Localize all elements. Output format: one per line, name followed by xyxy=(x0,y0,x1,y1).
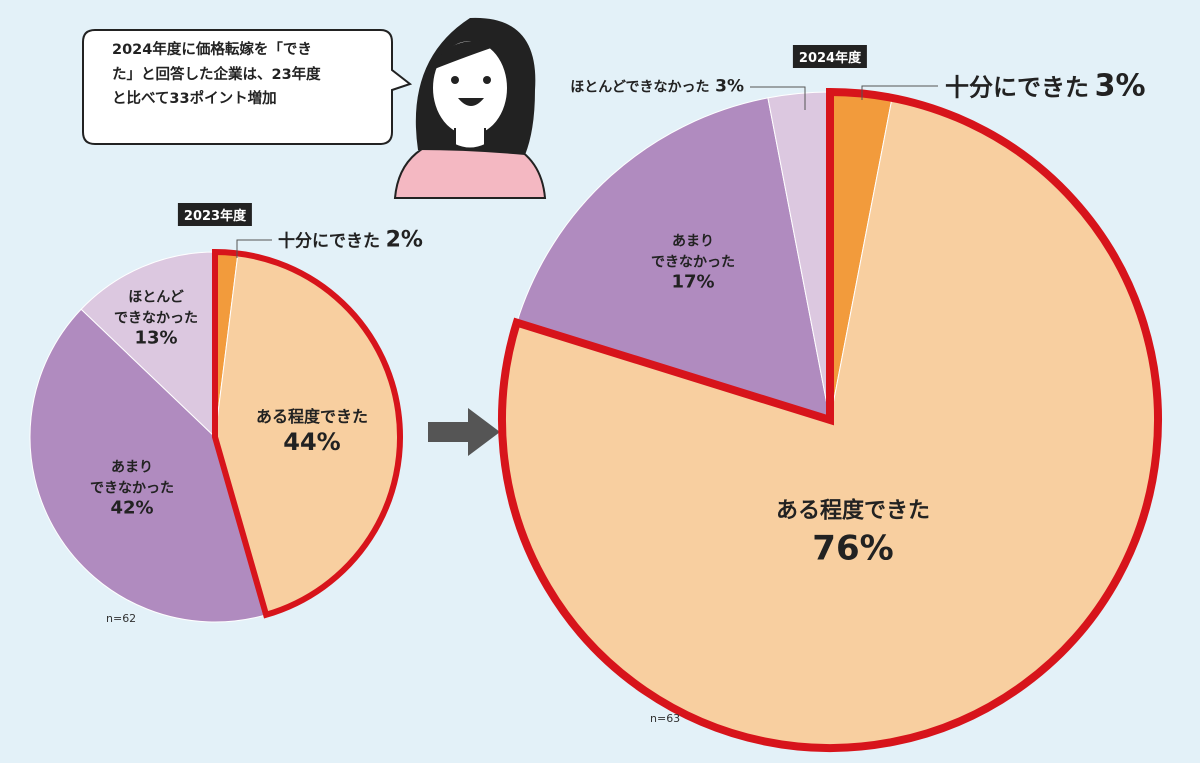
value-label: 13% xyxy=(134,327,178,349)
value-label: 44% xyxy=(283,428,341,456)
slice-label: あまり できなかった 42% xyxy=(90,456,174,520)
value-label: 76% xyxy=(812,527,894,568)
value-label: 3% xyxy=(715,76,744,97)
category-label: あまり できなかった xyxy=(651,233,735,270)
person-illustration xyxy=(393,17,547,199)
highlight-outline xyxy=(498,87,1162,752)
slice-label: ほとんど できなかった 13% xyxy=(114,286,198,350)
callout-text: 2024年度に価格転嫁を「でき た」と回答した企業は、23年度 と比べて33ポイ… xyxy=(112,42,321,108)
category-label: ある程度できた xyxy=(255,407,369,426)
category-label: あまり できなかった xyxy=(90,459,174,496)
category-label: ほとんどできなかった xyxy=(570,79,710,96)
chart-title: 2023年度 xyxy=(177,203,253,226)
leader-line xyxy=(750,86,806,110)
sample-size-note: n=62 xyxy=(106,612,137,625)
speech-bubble xyxy=(82,29,413,145)
value-label: 3% xyxy=(1094,68,1146,104)
value-label: 17% xyxy=(671,271,715,293)
pie-slice xyxy=(80,251,216,439)
slice-label: 十分にできた 2% xyxy=(278,226,423,254)
slice-label: 十分にできた 3% xyxy=(945,67,1146,105)
slice-label: ほとんどできなかった 3% xyxy=(570,76,744,97)
arrow xyxy=(428,408,500,456)
pie-slice xyxy=(29,308,267,623)
pie-slice xyxy=(516,97,831,421)
category-label: 十分にできた xyxy=(278,231,380,252)
slice-label: ある程度できた 44% xyxy=(256,407,368,457)
leader-line xyxy=(861,85,938,100)
value-label: 2% xyxy=(385,227,423,253)
category-label: 十分にできた xyxy=(945,73,1089,102)
category-label: ある程度できた xyxy=(775,498,931,524)
slice-label: ある程度できた 76% xyxy=(776,497,930,572)
leader-line xyxy=(236,239,272,258)
value-label: 42% xyxy=(110,497,154,519)
category-label: ほとんど できなかった xyxy=(114,289,198,326)
sample-size-note: n=63 xyxy=(650,712,681,725)
highlight-outline xyxy=(212,248,403,619)
slice-label: あまり できなかった 17% xyxy=(651,230,735,294)
chart-title: 2024年度 xyxy=(792,45,868,68)
